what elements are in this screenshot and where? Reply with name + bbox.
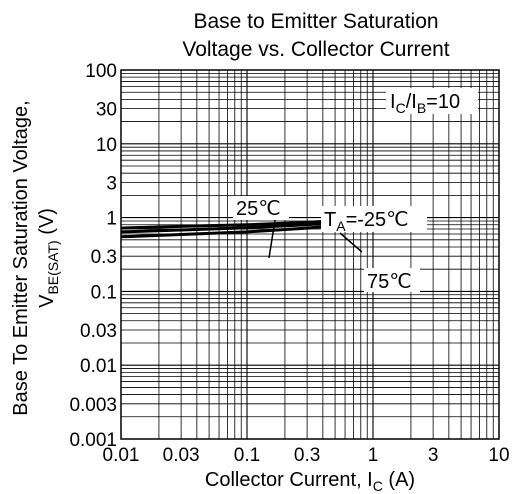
- y-tick-label: 0.3: [91, 247, 117, 268]
- condition-slash: /I: [406, 91, 417, 113]
- condition-i: I: [390, 91, 396, 113]
- y-tick-label: 0.003: [69, 395, 117, 416]
- x-axis-label-sub: C: [373, 478, 383, 494]
- x-tick-label: 0.01: [103, 445, 140, 466]
- chart-title-line-1: Base to Emitter Saturation: [193, 10, 438, 33]
- x-tick-labels: 0.01 0.03 0.1 0.3 1 3 10: [103, 445, 510, 466]
- series-label-minus25c-rest: =-25℃: [346, 209, 409, 231]
- y-tick-label: 0.03: [80, 321, 117, 342]
- svg-text:IC/IB=10: IC/IB=10: [390, 91, 460, 116]
- condition-sub-b: B: [417, 100, 426, 116]
- y-axis-label-v: V: [36, 294, 58, 308]
- series-label-minus25c-sub: A: [336, 218, 346, 234]
- condition-sub-c: C: [396, 100, 406, 116]
- series-label-75c: 75℃: [364, 268, 420, 293]
- y-tick-label: 0.01: [80, 356, 117, 377]
- y-axis-label-line-2: VBE(SAT) (V): [36, 208, 61, 308]
- svg-text:TA=-25℃: TA=-25℃: [324, 209, 409, 234]
- y-tick-label: 1: [106, 209, 117, 230]
- x-tick-label: 0.3: [294, 445, 320, 466]
- grid: [121, 70, 499, 439]
- y-tick-label: 0.001: [69, 430, 117, 451]
- plot-frame: [120, 69, 500, 440]
- chart-title-line-2: Voltage vs. Collector Current: [182, 38, 449, 61]
- y-tick-label: 10: [96, 135, 117, 156]
- series-label-minus25c: TA=-25℃: [321, 206, 427, 253]
- y-axis-label-sub: BE(SAT): [45, 240, 61, 294]
- x-axis-label-unit: (A): [383, 469, 415, 491]
- series-label-25c: 25℃: [233, 196, 289, 259]
- y-tick-label: 0.1: [91, 282, 117, 303]
- x-tick-label: 3: [428, 445, 439, 466]
- x-axis-label: Collector Current, IC (A): [205, 469, 415, 494]
- y-tick-label: 100: [85, 61, 117, 82]
- y-tick-label: 3: [106, 173, 117, 194]
- y-tick-label: 30: [96, 100, 117, 121]
- x-tick-label: 0.1: [234, 445, 260, 466]
- y-axis-label-unit: (V): [36, 208, 58, 240]
- x-tick-label: 0.03: [163, 445, 200, 466]
- series-label-75c-text: 75℃: [367, 271, 412, 293]
- condition-value: =10: [426, 91, 460, 113]
- x-tick-label: 10: [488, 445, 509, 466]
- series-label-25c-text: 25℃: [236, 198, 281, 220]
- x-tick-label: 1: [368, 445, 379, 466]
- y-tick-labels: 0.001 0.003 0.01 0.03 0.1 0.3 1 3 10 30 100: [69, 61, 117, 451]
- x-axis-label-main: Collector Current, I: [205, 469, 373, 491]
- condition-annotation: IC/IB=10: [386, 88, 478, 116]
- y-axis-label-line-1: Base To Emitter Saturation Voltage,: [10, 100, 32, 415]
- series-label-minus25c-t: T: [324, 209, 336, 231]
